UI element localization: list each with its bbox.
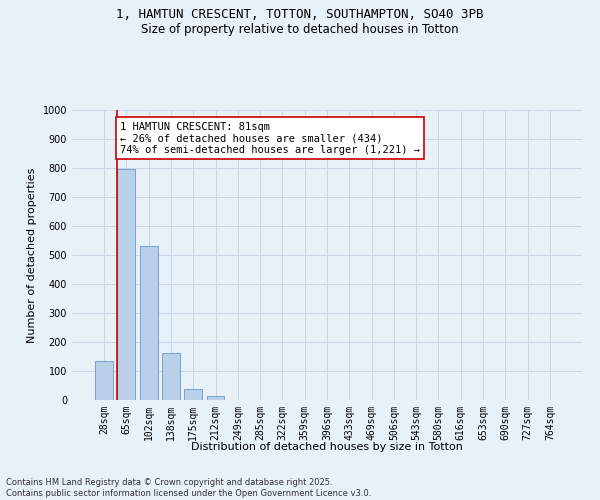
Text: Contains HM Land Registry data © Crown copyright and database right 2025.
Contai: Contains HM Land Registry data © Crown c… bbox=[6, 478, 371, 498]
Bar bbox=[140, 246, 158, 400]
Bar bbox=[118, 170, 136, 400]
Bar bbox=[162, 353, 180, 400]
Bar bbox=[206, 396, 224, 400]
Text: 1 HAMTUN CRESCENT: 81sqm
← 26% of detached houses are smaller (434)
74% of semi-: 1 HAMTUN CRESCENT: 81sqm ← 26% of detach… bbox=[120, 122, 420, 155]
Text: Distribution of detached houses by size in Totton: Distribution of detached houses by size … bbox=[191, 442, 463, 452]
Text: 1, HAMTUN CRESCENT, TOTTON, SOUTHAMPTON, SO40 3PB: 1, HAMTUN CRESCENT, TOTTON, SOUTHAMPTON,… bbox=[116, 8, 484, 20]
Bar bbox=[184, 389, 202, 400]
Bar bbox=[95, 361, 113, 400]
Y-axis label: Number of detached properties: Number of detached properties bbox=[27, 168, 37, 342]
Text: Size of property relative to detached houses in Totton: Size of property relative to detached ho… bbox=[141, 22, 459, 36]
